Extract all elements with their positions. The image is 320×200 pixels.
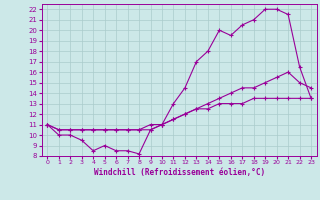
X-axis label: Windchill (Refroidissement éolien,°C): Windchill (Refroidissement éolien,°C): [94, 168, 265, 177]
